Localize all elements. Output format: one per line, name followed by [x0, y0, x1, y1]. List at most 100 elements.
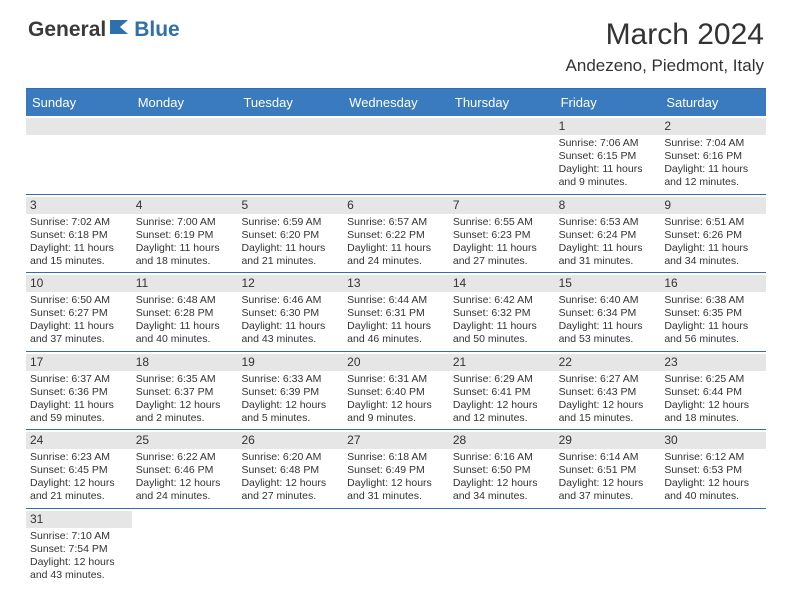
- sunset-text: Sunset: 6:34 PM: [559, 307, 657, 320]
- daylight-text: Daylight: 11 hours and 37 minutes.: [30, 320, 128, 346]
- day-cell: 17Sunrise: 6:37 AMSunset: 6:36 PMDayligh…: [26, 352, 132, 430]
- month-title: March 2024: [566, 18, 764, 52]
- sunrise-text: Sunrise: 6:14 AM: [559, 451, 657, 464]
- day-cell: 18Sunrise: 6:35 AMSunset: 6:37 PMDayligh…: [132, 352, 238, 430]
- sunrise-text: Sunrise: 7:02 AM: [30, 216, 128, 229]
- sunrise-text: Sunrise: 6:35 AM: [136, 373, 234, 386]
- day-cell: 11Sunrise: 6:48 AMSunset: 6:28 PMDayligh…: [132, 273, 238, 351]
- day-cell: [132, 509, 238, 587]
- day-number: 29: [555, 432, 661, 449]
- daylight-text: Daylight: 11 hours and 34 minutes.: [664, 242, 762, 268]
- daylight-text: Daylight: 12 hours and 27 minutes.: [241, 477, 339, 503]
- logo-text-blue: Blue: [134, 18, 180, 42]
- sunset-text: Sunset: 6:49 PM: [347, 464, 445, 477]
- day-cell: 2Sunrise: 7:04 AMSunset: 6:16 PMDaylight…: [660, 116, 766, 194]
- sunset-text: Sunset: 6:53 PM: [664, 464, 762, 477]
- day-cell: 3Sunrise: 7:02 AMSunset: 6:18 PMDaylight…: [26, 195, 132, 273]
- daylight-text: Daylight: 11 hours and 9 minutes.: [559, 163, 657, 189]
- day-number: 1: [555, 118, 661, 135]
- calendar: SundayMondayTuesdayWednesdayThursdayFrid…: [26, 88, 766, 586]
- sunset-text: Sunset: 6:50 PM: [453, 464, 551, 477]
- daylight-text: Daylight: 11 hours and 31 minutes.: [559, 242, 657, 268]
- sunset-text: Sunset: 6:26 PM: [664, 229, 762, 242]
- day-cell: 19Sunrise: 6:33 AMSunset: 6:39 PMDayligh…: [237, 352, 343, 430]
- daylight-text: Daylight: 12 hours and 34 minutes.: [453, 477, 551, 503]
- day-number: 23: [660, 354, 766, 371]
- sunrise-text: Sunrise: 6:44 AM: [347, 294, 445, 307]
- day-cell: 27Sunrise: 6:18 AMSunset: 6:49 PMDayligh…: [343, 430, 449, 508]
- day-cell: 14Sunrise: 6:42 AMSunset: 6:32 PMDayligh…: [449, 273, 555, 351]
- daylight-text: Daylight: 12 hours and 40 minutes.: [664, 477, 762, 503]
- daylight-text: Daylight: 11 hours and 24 minutes.: [347, 242, 445, 268]
- week-row: 1Sunrise: 7:06 AMSunset: 6:15 PMDaylight…: [26, 116, 766, 195]
- day-number: 7: [449, 197, 555, 214]
- sunset-text: Sunset: 6:36 PM: [30, 386, 128, 399]
- weekday-header: Thursday: [449, 89, 555, 116]
- sunrise-text: Sunrise: 6:27 AM: [559, 373, 657, 386]
- sunrise-text: Sunrise: 6:48 AM: [136, 294, 234, 307]
- day-cell: [237, 509, 343, 587]
- day-cell: 24Sunrise: 6:23 AMSunset: 6:45 PMDayligh…: [26, 430, 132, 508]
- sunrise-text: Sunrise: 6:12 AM: [664, 451, 762, 464]
- weekday-header: Wednesday: [343, 89, 449, 116]
- sunset-text: Sunset: 6:24 PM: [559, 229, 657, 242]
- sunrise-text: Sunrise: 6:46 AM: [241, 294, 339, 307]
- week-row: 10Sunrise: 6:50 AMSunset: 6:27 PMDayligh…: [26, 273, 766, 352]
- week-row: 24Sunrise: 6:23 AMSunset: 6:45 PMDayligh…: [26, 430, 766, 509]
- day-cell: 8 Sunrise: 6:53 AMSunset: 6:24 PMDaylight…: [555, 195, 661, 273]
- sunset-text: Sunset: 6:46 PM: [136, 464, 234, 477]
- day-number: [343, 118, 449, 135]
- location-label: Andezeno, Piedmont, Italy: [566, 56, 764, 76]
- day-cell: [555, 509, 661, 587]
- day-number: 30: [660, 432, 766, 449]
- day-number: 6: [343, 197, 449, 214]
- daylight-text: Daylight: 12 hours and 21 minutes.: [30, 477, 128, 503]
- day-number: 17: [26, 354, 132, 371]
- daylight-text: Daylight: 12 hours and 31 minutes.: [347, 477, 445, 503]
- sunrise-text: Sunrise: 6:20 AM: [241, 451, 339, 464]
- sunrise-text: Sunrise: 6:59 AM: [241, 216, 339, 229]
- sunset-text: Sunset: 6:18 PM: [30, 229, 128, 242]
- page-header: General Blue March 2024 Andezeno, Piedmo…: [0, 0, 792, 82]
- sunrise-text: Sunrise: 6:37 AM: [30, 373, 128, 386]
- day-number: 8: [555, 197, 661, 214]
- day-number: 26: [237, 432, 343, 449]
- daylight-text: Daylight: 12 hours and 37 minutes.: [559, 477, 657, 503]
- sunrise-text: Sunrise: 6:50 AM: [30, 294, 128, 307]
- daylight-text: Daylight: 12 hours and 12 minutes.: [453, 399, 551, 425]
- sunrise-text: Sunrise: 6:57 AM: [347, 216, 445, 229]
- day-cell: [660, 509, 766, 587]
- sunrise-text: Sunrise: 6:55 AM: [453, 216, 551, 229]
- daylight-text: Daylight: 12 hours and 43 minutes.: [30, 556, 128, 582]
- day-number: 13: [343, 275, 449, 292]
- weekday-header: Tuesday: [237, 89, 343, 116]
- day-cell: 7Sunrise: 6:55 AMSunset: 6:23 PMDaylight…: [449, 195, 555, 273]
- sunrise-text: Sunrise: 6:53 AM: [559, 216, 657, 229]
- weekday-header: Saturday: [660, 89, 766, 116]
- sunset-text: Sunset: 6:23 PM: [453, 229, 551, 242]
- day-cell: 28Sunrise: 6:16 AMSunset: 6:50 PMDayligh…: [449, 430, 555, 508]
- sunset-text: Sunset: 6:51 PM: [559, 464, 657, 477]
- day-number: 14: [449, 275, 555, 292]
- sunset-text: Sunset: 6:43 PM: [559, 386, 657, 399]
- day-cell: 1Sunrise: 7:06 AMSunset: 6:15 PMDaylight…: [555, 116, 661, 194]
- daylight-text: Daylight: 11 hours and 40 minutes.: [136, 320, 234, 346]
- weekday-header: Sunday: [26, 89, 132, 116]
- daylight-text: Daylight: 11 hours and 15 minutes.: [30, 242, 128, 268]
- daylight-text: Daylight: 11 hours and 43 minutes.: [241, 320, 339, 346]
- day-number: 21: [449, 354, 555, 371]
- day-number: 24: [26, 432, 132, 449]
- day-number: 2: [660, 118, 766, 135]
- day-number: 9: [660, 197, 766, 214]
- daylight-text: Daylight: 11 hours and 50 minutes.: [453, 320, 551, 346]
- sunrise-text: Sunrise: 6:29 AM: [453, 373, 551, 386]
- sunrise-text: Sunrise: 6:51 AM: [664, 216, 762, 229]
- day-number: 27: [343, 432, 449, 449]
- day-number: 22: [555, 354, 661, 371]
- daylight-text: Daylight: 12 hours and 24 minutes.: [136, 477, 234, 503]
- day-number: [132, 118, 238, 135]
- day-cell: [449, 509, 555, 587]
- daylight-text: Daylight: 12 hours and 5 minutes.: [241, 399, 339, 425]
- day-number: 19: [237, 354, 343, 371]
- sunrise-text: Sunrise: 6:42 AM: [453, 294, 551, 307]
